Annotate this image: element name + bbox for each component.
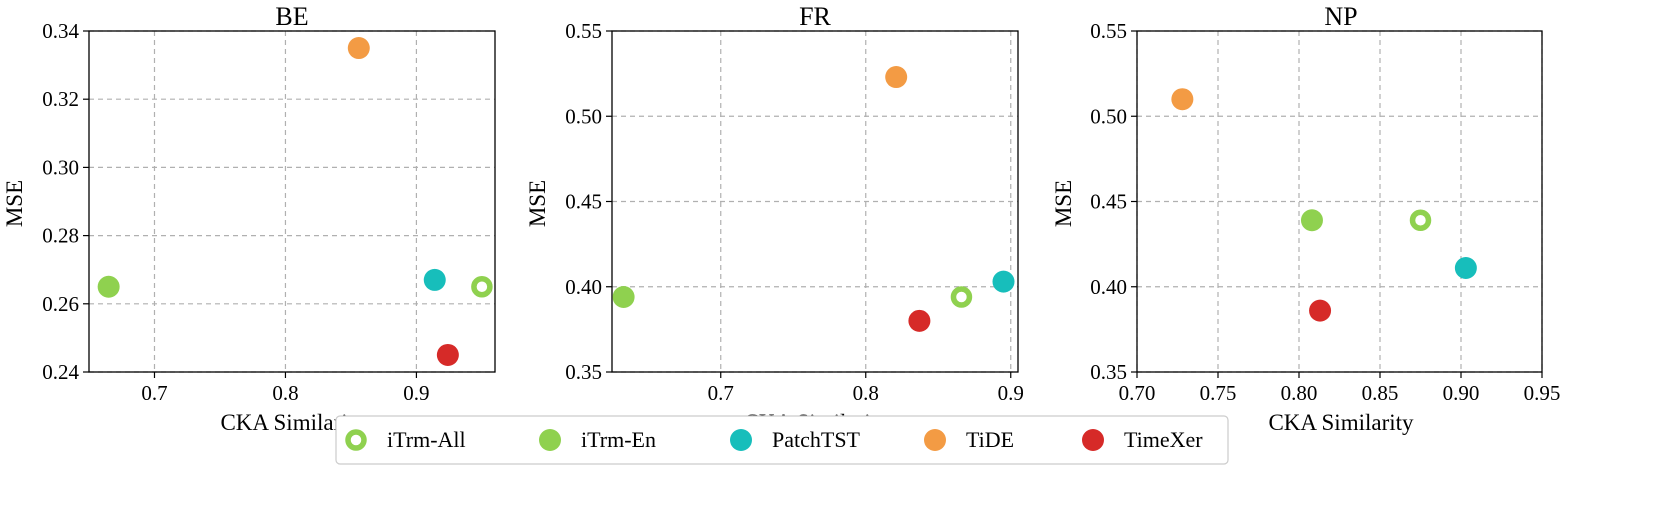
point-patchtst — [992, 270, 1015, 293]
point-itrm-all — [471, 276, 493, 298]
y-tick-label: 0.30 — [42, 155, 79, 179]
point-tide — [885, 66, 908, 89]
y-tick-label: 0.35 — [1090, 360, 1127, 384]
point-patchtst — [423, 268, 446, 291]
legend-marker — [1082, 429, 1104, 451]
point-timexer — [908, 309, 931, 332]
legend-item-itrm-en: iTrm-En — [539, 427, 656, 452]
x-tick-label: 0.7 — [141, 381, 167, 405]
legend-item-timexer: TimeXer — [1082, 427, 1203, 452]
x-tick-label: 0.7 — [708, 381, 734, 405]
point-itrm-en — [612, 285, 635, 308]
legend-marker — [924, 429, 946, 451]
x-tick-label: 0.90 — [1443, 381, 1480, 405]
legend-item-itrm-all: iTrm-All — [345, 427, 466, 452]
point-timexer — [1309, 299, 1332, 322]
y-tick-label: 0.24 — [42, 360, 79, 384]
subplot-title: NP — [1324, 2, 1357, 31]
legend-label: iTrm-En — [581, 427, 656, 452]
point-tide — [347, 37, 370, 60]
legend-marker — [730, 429, 752, 451]
y-tick-label: 0.50 — [565, 104, 602, 128]
x-tick-label: 0.80 — [1281, 381, 1318, 405]
point-itrm-all — [950, 286, 973, 308]
x-tick-label: 0.9 — [998, 381, 1024, 405]
x-axis-label: CKA Similarity — [1268, 410, 1414, 435]
y-tick-label: 0.40 — [1090, 275, 1127, 299]
legend-marker — [345, 429, 367, 451]
legend-label: iTrm-All — [387, 427, 466, 452]
point-timexer — [436, 343, 459, 366]
y-tick-label: 0.26 — [42, 292, 79, 316]
subplot-title: BE — [275, 2, 308, 31]
y-tick-label: 0.32 — [42, 87, 79, 111]
x-tick-label: 0.75 — [1200, 381, 1237, 405]
point-itrm-en — [97, 275, 120, 298]
y-tick-label: 0.28 — [42, 224, 79, 248]
legend-marker — [539, 429, 561, 451]
point-tide — [1171, 88, 1194, 111]
x-tick-label: 0.8 — [853, 381, 879, 405]
x-tick-label: 0.70 — [1119, 381, 1156, 405]
y-axis-label: MSE — [1051, 180, 1076, 227]
legend-frame — [335, 415, 1229, 465]
subplot-fr: 0.70.80.90.350.400.450.500.55FRCKA Simil… — [525, 2, 1024, 435]
y-axis-label: MSE — [525, 180, 550, 227]
plot-frame — [611, 30, 1019, 373]
legend-label: TiDE — [966, 427, 1014, 452]
point-itrm-all — [1409, 209, 1432, 232]
subplot-title: FR — [799, 2, 831, 31]
x-tick-label: 0.8 — [272, 381, 298, 405]
subplot-np: 0.70 0.75 0.80 0.85 0.90 0.95 0.35 0.40 0.45 0.50… — [1051, 2, 1560, 435]
y-tick-label: 0.45 — [1090, 190, 1127, 214]
y-tick-label: 0.50 — [1090, 104, 1127, 128]
plot-frame — [88, 30, 496, 373]
point-itrm-en — [1300, 209, 1323, 232]
legend-item-tide: TiDE — [924, 427, 1014, 452]
y-tick-label: 0.55 — [565, 19, 602, 43]
legend-item-patchtst: PatchTST — [730, 427, 861, 452]
y-tick-label: 0.55 — [1090, 19, 1127, 43]
legend: iTrm-All iTrm-En PatchTST TiDE TimeXer — [335, 415, 1229, 465]
x-tick-label: 0.9 — [403, 381, 429, 405]
y-tick-label: 0.40 — [565, 275, 602, 299]
point-patchtst — [1454, 256, 1477, 279]
x-tick-label: 0.85 — [1362, 381, 1399, 405]
y-tick-label: 0.35 — [565, 360, 602, 384]
legend-label: TimeXer — [1124, 427, 1203, 452]
y-axis-label: MSE — [2, 180, 27, 227]
legend-label: PatchTST — [772, 427, 861, 452]
y-tick-label: 0.45 — [565, 190, 602, 214]
plot-frame — [1136, 30, 1543, 373]
x-tick-label: 0.95 — [1524, 381, 1561, 405]
y-tick-label: 0.34 — [42, 19, 79, 43]
